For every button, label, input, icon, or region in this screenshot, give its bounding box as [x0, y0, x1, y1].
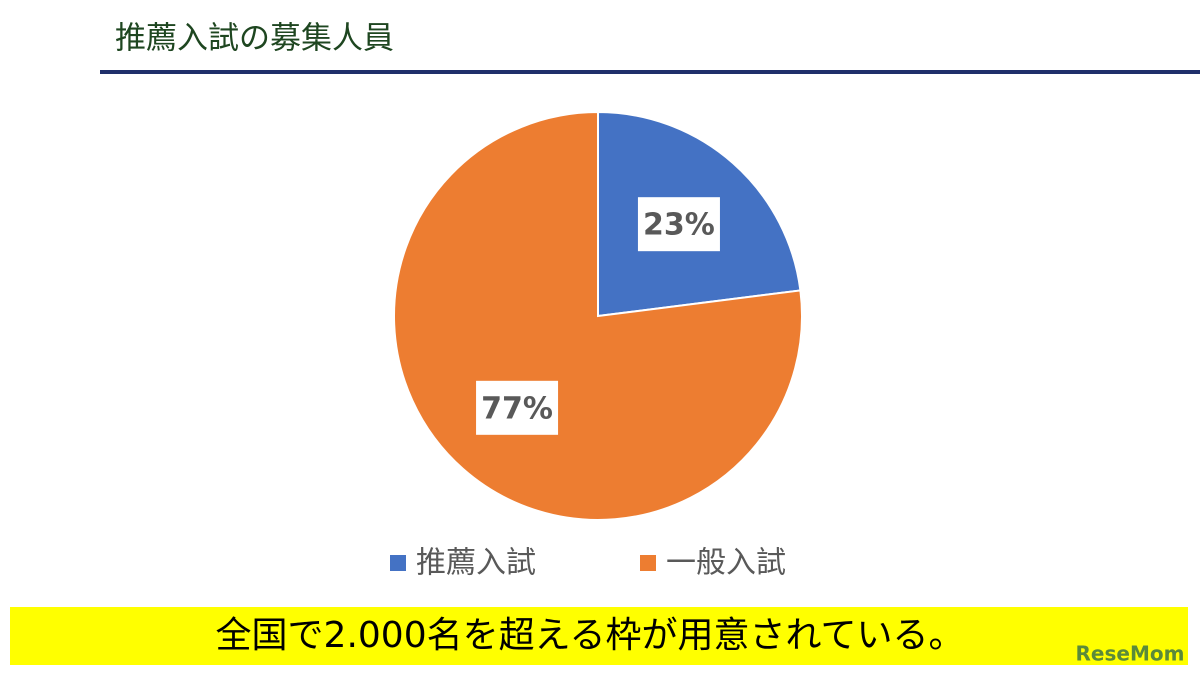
data-label-box	[476, 380, 559, 435]
caption-banner	[10, 607, 1188, 665]
watermark: ReseMom	[1076, 642, 1185, 666]
chart-title: 推薦入試の募集人員	[115, 21, 394, 57]
legend-label: 推薦入試	[416, 546, 536, 581]
legend-swatch	[390, 555, 406, 571]
data-label: 23%	[643, 208, 715, 243]
pie: 23% 77%	[393, 110, 803, 521]
legend: 推薦入試 一般入試	[390, 546, 786, 581]
data-label: 77%	[481, 391, 553, 426]
caption: 全国で2.000名を超える枠が用意されている。	[216, 615, 965, 656]
legend-swatch	[640, 555, 656, 571]
title-rule	[100, 70, 1200, 74]
data-label-box	[637, 197, 720, 252]
legend-label: 一般入試	[666, 546, 786, 581]
